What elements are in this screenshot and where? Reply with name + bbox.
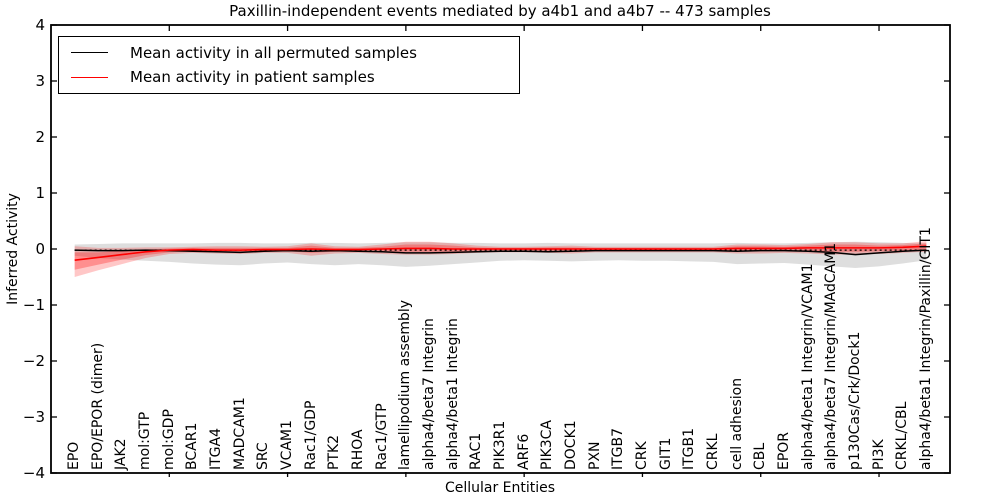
x-axis-label: Cellular Entities: [444, 480, 556, 496]
x-category-label: mol:GDP: [160, 409, 177, 470]
x-category-label: Rac1/GTP: [373, 403, 390, 470]
x-category-label: EPOR: [775, 431, 792, 470]
mean-permuted-line: [74, 249, 927, 256]
x-category-label: PIK3R1: [492, 420, 508, 470]
y-tick-label: −1: [22, 296, 45, 314]
x-category-label: cell adhesion: [728, 377, 745, 470]
legend-entry-permuted: Mean activity in all permuted samples: [71, 44, 519, 62]
y-tick-label: 1: [35, 184, 45, 202]
x-category-label: RHOA: [350, 429, 367, 470]
x-category-label: PI3K: [870, 439, 887, 470]
x-category-label: ITGA4: [208, 427, 225, 470]
x-category-label: ITGB1: [681, 427, 698, 470]
x-category-label: JAK2: [113, 438, 130, 470]
x-category-label: mol:GTP: [137, 411, 154, 470]
x-category-label: PXN: [586, 441, 603, 470]
x-category-label: alpha4/beta1 Integrin/VCAM1: [799, 263, 816, 471]
legend: Mean activity in all permuted samples Me…: [58, 36, 520, 94]
y-tick-label: 4: [35, 16, 45, 34]
chart-title: Paxillin-independent events mediated by …: [229, 2, 771, 20]
y-tick-label: −2: [22, 352, 45, 370]
legend-label-patient: Mean activity in patient samples: [130, 68, 375, 87]
x-category-label: alpha4/beta1 Integrin: [444, 318, 461, 470]
x-category-label: lamellipodium assembly: [397, 299, 414, 470]
x-category-label: ITGB7: [610, 427, 627, 470]
x-category-label: alpha4/beta7 Integrin: [421, 318, 438, 470]
x-category-label: CRKL/CBL: [894, 401, 911, 470]
y-tick-label: 3: [35, 72, 45, 90]
legend-line-permuted-icon: [71, 52, 108, 54]
x-category-label: p130Cas/Crk/Dock1: [846, 331, 863, 470]
x-category-label: PTK2: [326, 434, 343, 470]
x-category-label: CRK: [633, 441, 650, 470]
y-tick-label: −3: [22, 408, 45, 426]
x-category-label: RAC1: [468, 432, 485, 470]
x-category-label: PIK3CA: [539, 419, 556, 470]
x-category-label: CBL: [752, 442, 769, 470]
x-category-label: ARF6: [515, 433, 532, 470]
legend-entry-patient: Mean activity in patient samples: [71, 68, 519, 86]
x-category-label: CRKL: [704, 433, 721, 470]
x-category-label: VCAM1: [279, 420, 296, 470]
y-tick-label: 0: [35, 240, 45, 258]
x-category-label: SRC: [255, 442, 272, 470]
x-category-label: EPO: [66, 441, 83, 470]
x-category-label: GIT1: [657, 437, 674, 470]
x-category-label: alpha4/beta7 Integrin/MAdCAM1: [823, 242, 840, 470]
legend-line-patient-icon: [71, 76, 108, 78]
x-category-label: MADCAM1: [231, 397, 248, 470]
x-category-label: alpha4/beta1 Integrin/Paxillin/GIT1: [917, 227, 934, 470]
x-category-label: DOCK1: [562, 420, 579, 470]
mean-patient-line: [74, 245, 927, 261]
x-category-label: EPO/EPOR (dimer): [89, 342, 106, 470]
legend-label-permuted: Mean activity in all permuted samples: [130, 43, 417, 62]
y-tick-label: −4: [22, 464, 45, 482]
x-category-label: BCAR1: [184, 422, 201, 470]
x-category-label: Rac1/GDP: [302, 400, 319, 470]
y-tick-label: 2: [35, 128, 45, 146]
